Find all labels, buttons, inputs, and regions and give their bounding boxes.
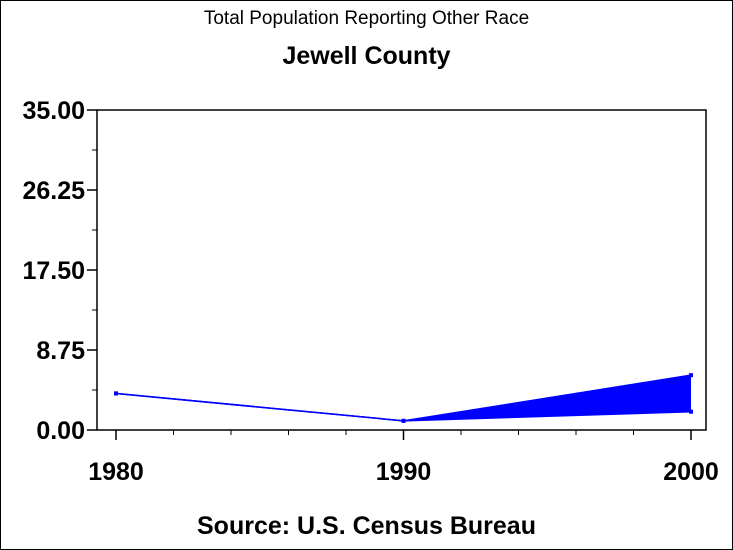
y-tick-label: 8.75	[36, 337, 85, 365]
data-point-lower	[401, 418, 406, 423]
y-tick-label: 0.00	[36, 417, 85, 445]
plot-area	[96, 109, 707, 431]
data-point-lower	[689, 409, 693, 414]
y-tick-label: 17.50	[22, 257, 85, 285]
chart-source: Source: U.S. Census Bureau	[197, 512, 536, 540]
chart-title: Total Population Reporting Other Race	[203, 8, 530, 29]
x-tick-label: 1990	[376, 458, 432, 486]
chart-subtitle: Jewell County	[282, 42, 451, 70]
data-point-upper	[689, 373, 693, 378]
x-tick-label: 1980	[88, 458, 144, 486]
x-tick-label: 2000	[663, 458, 719, 486]
y-tick-label: 35.00	[22, 97, 85, 125]
y-tick-label: 26.25	[22, 177, 85, 205]
data-point-lower	[114, 391, 118, 396]
